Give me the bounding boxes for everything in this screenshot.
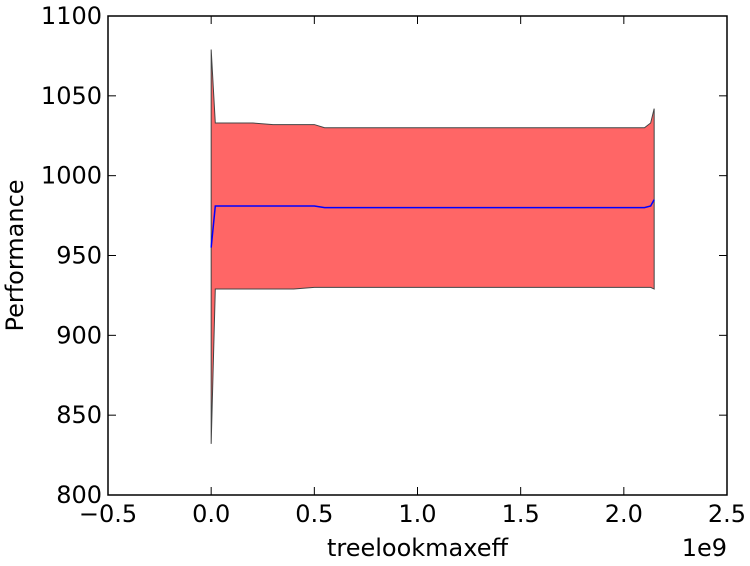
- x-axis-label: treelookmaxeff: [327, 534, 509, 562]
- y-tick-label: 900: [56, 321, 102, 349]
- y-axis-label: Performance: [1, 179, 29, 331]
- y-tick-label: 1100: [41, 2, 102, 30]
- x-tick-label: 1.5: [502, 500, 540, 528]
- x-tick-label: 1.0: [398, 500, 436, 528]
- x-tick-label: 0.0: [192, 500, 230, 528]
- y-tick-label: 950: [56, 242, 102, 270]
- x-axis-offset-label: 1e9: [682, 534, 727, 562]
- x-tick-label: −0.5: [79, 500, 137, 528]
- plot-area: [210, 49, 655, 444]
- x-tick-label: 2.5: [708, 500, 746, 528]
- axis-ticks: −0.5 0.0 0.5 1.0 1.5 2.0 2.5 800 850 900 950 1000 10…: [41, 2, 746, 528]
- y-tick-label: 1050: [41, 82, 102, 110]
- mean-line: [210, 199, 655, 248]
- confidence-band: [210, 49, 655, 444]
- y-tick-label: 1000: [41, 162, 102, 190]
- x-tick-label: 2.0: [605, 500, 643, 528]
- x-tick-label: 0.5: [295, 500, 333, 528]
- y-tick-label: 850: [56, 401, 102, 429]
- y-tick-label: 800: [56, 481, 102, 509]
